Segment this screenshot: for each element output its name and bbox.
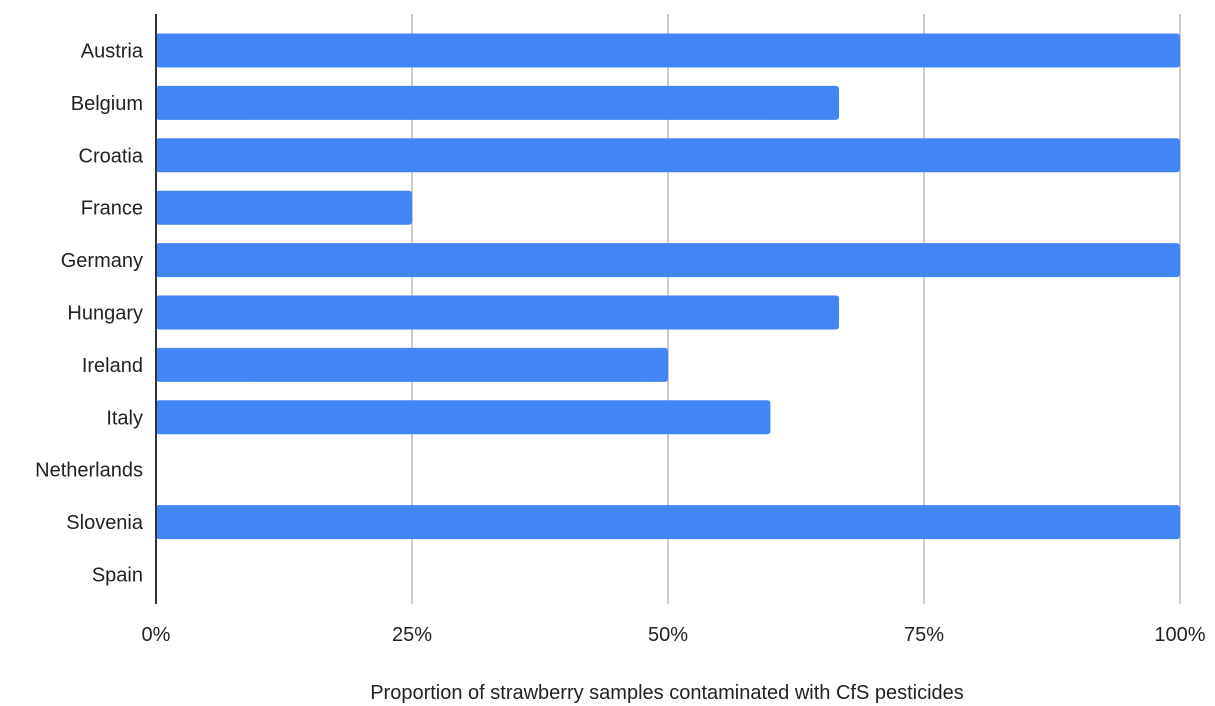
bar-austria <box>156 33 1180 68</box>
category-label-italy: Italy <box>106 407 143 429</box>
category-label-belgium: Belgium <box>71 93 143 115</box>
category-label-slovenia: Slovenia <box>66 512 144 534</box>
x-axis-title: Proportion of strawberry samples contami… <box>370 682 964 704</box>
bar-slovenia <box>156 505 1180 540</box>
bar-belgium <box>156 85 840 120</box>
x-tick-labels: 0% 25% 50% 75% 100% <box>142 624 1206 646</box>
category-label-netherlands: Netherlands <box>35 460 143 482</box>
category-label-france: France <box>81 198 143 220</box>
x-tick-label: 50% <box>648 624 688 646</box>
category-labels: Austria Belgium Croatia France Germany Hungar… <box>35 41 144 587</box>
category-label-spain: Spain <box>92 565 143 587</box>
category-label-austria: Austria <box>81 41 144 63</box>
category-label-ireland: Ireland <box>82 355 143 377</box>
bar-croatia <box>156 138 1180 173</box>
bar-germany <box>156 243 1180 278</box>
x-tick-label: 25% <box>392 624 432 646</box>
category-label-germany: Germany <box>61 250 143 272</box>
bar-france <box>156 190 412 225</box>
bar-ireland <box>156 347 668 382</box>
bar-italy <box>156 400 771 435</box>
x-tick-label: 100% <box>1154 624 1205 646</box>
x-tick-label: 0% <box>142 624 171 646</box>
category-label-croatia: Croatia <box>79 145 144 167</box>
bars <box>156 33 1180 540</box>
x-tick-label: 75% <box>904 624 944 646</box>
category-label-hungary: Hungary <box>67 303 143 325</box>
bar-hungary <box>156 295 840 330</box>
